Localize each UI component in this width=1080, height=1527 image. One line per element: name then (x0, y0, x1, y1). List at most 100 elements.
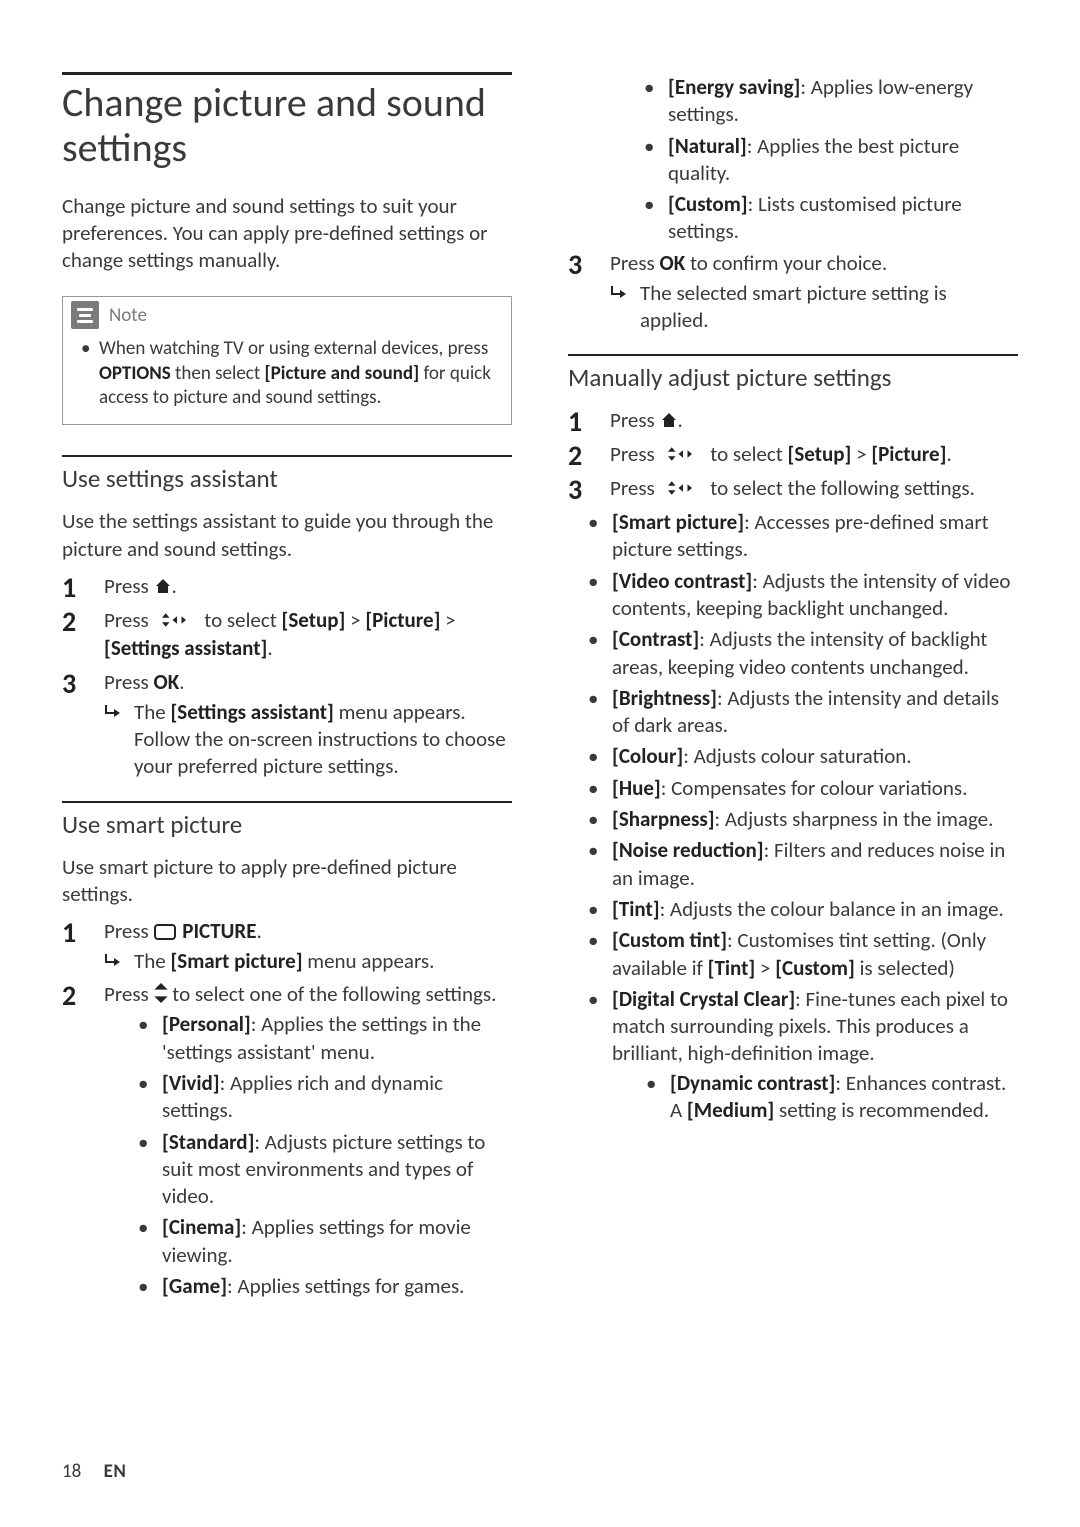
list-item: [Standard]: Adjusts picture settings to … (132, 1129, 512, 1211)
result-arrow-icon (104, 703, 124, 719)
text: The selected smart picture setting is ap… (640, 280, 947, 333)
options-list: [Personal]: Applies the settings in the … (132, 1011, 512, 1300)
text-bold: [Sharpness] (612, 806, 715, 832)
page-footer: 18 EN (62, 1460, 126, 1483)
text: menu appears. (303, 948, 435, 974)
list-item: [Smart picture]: Accesses pre-defined sm… (582, 509, 1018, 564)
text-bold: [Standard] (162, 1129, 254, 1155)
text: > (440, 607, 455, 633)
text-bold: [Smart picture] (612, 509, 744, 535)
text: Press (610, 441, 660, 467)
step-item: Press OK to confirm your choice. The sel… (568, 250, 1018, 335)
text-bold: [Dynamic contrast] (670, 1070, 835, 1096)
step-item: Press OK. The [Settings assistant] menu … (62, 669, 512, 781)
text-bold: OK (154, 669, 180, 695)
text: When watching TV or using external devic… (99, 337, 488, 360)
list-item: [Cinema]: Applies settings for movie vie… (132, 1214, 512, 1269)
text: . (256, 918, 261, 944)
nav-arrows-icon (154, 611, 200, 629)
text-bold: [Settings assistant] (170, 699, 333, 725)
step-item: Press to select the following settings. (568, 475, 1018, 503)
text: Press (104, 981, 154, 1007)
text-bold: [Setup] (282, 607, 346, 633)
text-bold: OK (660, 250, 686, 276)
page-number: 18 (62, 1460, 81, 1483)
text-bold: [Custom] (775, 955, 855, 981)
options-list-continued: [Energy saving]: Applies low-energy sett… (638, 74, 1018, 246)
list-item: [Dynamic contrast]: Enhances contrast. A… (640, 1070, 1018, 1125)
nav-arrows-icon (660, 479, 706, 497)
list-item: [Digital Crystal Clear]: Fine-tunes each… (582, 986, 1018, 1124)
text-bold: OPTIONS (99, 362, 171, 385)
text-bold: [Digital Crystal Clear] (612, 986, 795, 1012)
text-bold: [Settings assistant] (104, 635, 267, 661)
list-item: [Custom]: Lists customised picture setti… (638, 191, 1018, 246)
text-bold: [Vivid] (162, 1070, 220, 1096)
left-column: Change picture and sound settings Change… (62, 72, 512, 1306)
paragraph: Use the settings assistant to guide you … (62, 508, 512, 563)
list-item: [Tint]: Adjusts the colour balance in an… (582, 896, 1018, 923)
home-icon (154, 577, 172, 595)
list-item: [Noise reduction]: Filters and reduces n… (582, 837, 1018, 892)
step-item: Press to select one of the following set… (62, 981, 512, 1300)
text-bold: [Noise reduction] (612, 837, 764, 863)
text-bold: [Setup] (788, 441, 852, 467)
text-bold: [Tint] (708, 955, 756, 981)
text: > (755, 955, 775, 981)
steps-list: Press PICTURE. The [Smart picture] menu … (62, 918, 512, 1300)
text-bold: [Smart picture] (170, 948, 302, 974)
text: Press (104, 573, 154, 599)
text-bold: [Personal] (162, 1011, 251, 1037)
language-code: EN (104, 1460, 127, 1483)
settings-list: [Smart picture]: Accesses pre-defined sm… (582, 509, 1018, 1124)
steps-list: Press . Press to select [Setup] > [Pictu… (62, 573, 512, 781)
text: is selected) (855, 955, 955, 981)
text-bold: [Hue] (612, 775, 661, 801)
text: The (134, 948, 170, 974)
step-item: Press . (62, 573, 512, 601)
text-bold: [Custom] (668, 191, 748, 217)
text: to select (706, 441, 788, 467)
text: Press (610, 407, 660, 433)
text: : Adjusts the colour balance in an image… (660, 896, 1004, 922)
text: . (267, 635, 272, 661)
note-label: Note (109, 304, 147, 327)
text-bold: [Cinema] (162, 1214, 241, 1240)
nested-list: [Dynamic contrast]: Enhances contrast. A… (640, 1070, 1018, 1125)
text-bold: [Picture] (871, 441, 946, 467)
text: to select (200, 607, 282, 633)
paragraph: Use smart picture to apply pre-defined p… (62, 854, 512, 909)
steps-list: Press . Press to select [Setup] > [Pictu… (568, 407, 1018, 503)
text-bold: [Picture] (365, 607, 440, 633)
list-item: [Custom tint]: Customises tint setting. … (582, 927, 1018, 982)
steps-list-continued: Press OK to confirm your choice. The sel… (568, 250, 1018, 335)
note-header: Note (63, 297, 511, 331)
text: : Compensates for colour variations. (661, 775, 968, 801)
subsection-heading: Use settings assistant (62, 455, 512, 494)
text: The (134, 699, 170, 725)
list-item: [Natural]: Applies the best picture qual… (638, 133, 1018, 188)
text-bold: [Tint] (612, 896, 660, 922)
text: setting is recommended. (774, 1097, 989, 1123)
list-item: [Colour]: Adjusts colour saturation. (582, 743, 1018, 770)
list-item: [Contrast]: Adjusts the intensity of bac… (582, 626, 1018, 681)
step-item: Press to select [Setup] > [Picture]. (568, 441, 1018, 469)
text-bold: PICTURE (182, 918, 256, 944)
home-icon (660, 411, 678, 429)
list-item: [Game]: Applies settings for games. (132, 1273, 512, 1300)
list-item: [Sharpness]: Adjusts sharpness in the im… (582, 806, 1018, 833)
result-line: The [Settings assistant] menu appears. F… (104, 699, 512, 781)
subsection-heading: Use smart picture (62, 801, 512, 840)
right-column: [Energy saving]: Applies low-energy sett… (568, 72, 1018, 1306)
updown-arrows-icon (154, 983, 168, 1003)
result-line: The selected smart picture setting is ap… (610, 280, 1018, 335)
text: Press (610, 475, 660, 501)
text: : Adjusts colour saturation. (683, 743, 911, 769)
result-arrow-icon (104, 952, 124, 968)
text-bold: [Custom tint] (612, 927, 727, 953)
page: Change picture and sound settings Change… (0, 0, 1080, 1527)
text-bold: [Contrast] (612, 626, 699, 652)
text: Press (104, 918, 154, 944)
text-bold: [Brightness] (612, 685, 717, 711)
text: Press (104, 607, 154, 633)
